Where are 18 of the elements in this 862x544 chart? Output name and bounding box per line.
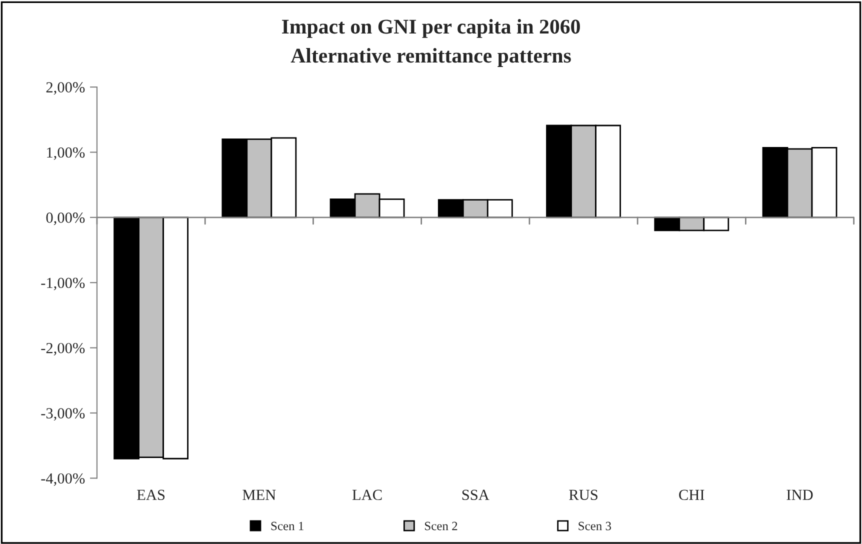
x-tick-label: CHI [679,490,704,500]
y-tick-label: 2,00% [46,82,85,95]
chart-title: Impact on GNI per capita in 2060 Alternative remittance patterns [282,19,580,67]
legend-label: Scen 1 [271,522,304,530]
x-tick-label: RUS [569,490,598,500]
y-tick-label: 0,00% [46,212,85,226]
x-tick-label: SSA [462,490,490,500]
y-tick-label: -4,00% [41,473,85,486]
y-tick-label: 1,00% [47,147,85,160]
y-tick-label: -1,00% [41,278,85,290]
legend-label: Scen 3 [578,522,612,530]
y-tick-label: -3,00% [41,408,85,421]
x-tick-label: LAC [352,490,382,500]
x-tick-label: MEN [242,490,276,500]
x-tick-label: EAS [137,490,165,500]
y-tick-label: -2,00% [41,342,85,356]
legend-label: Scen 2 [425,522,458,530]
x-tick-label: IND [786,490,813,500]
